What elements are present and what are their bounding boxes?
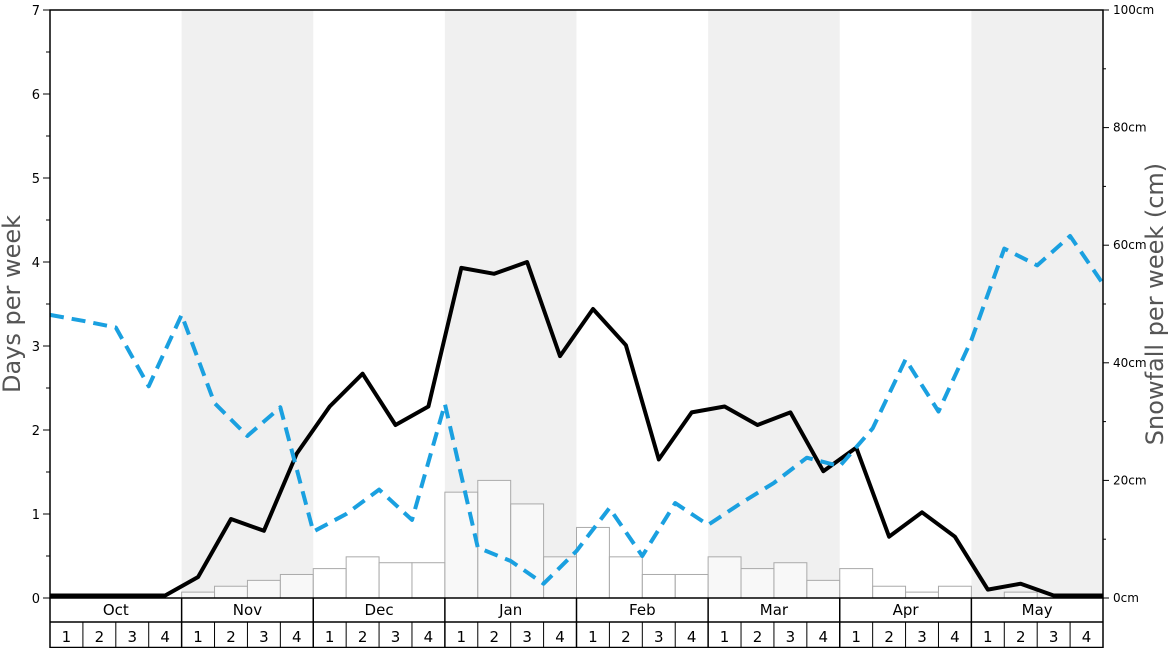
snowfall-bars — [181, 479, 1038, 599]
week-label: 3 — [917, 628, 927, 646]
snowfall-bar — [773, 562, 808, 599]
month-shading — [181, 10, 1103, 598]
snowfall-bar — [378, 562, 413, 599]
snowfall-bar — [839, 568, 874, 599]
month-week-axis: Oct 1 2 3 4 Nov 1 2 3 4 Dec 1 2 3 4 Jan 1 2 3 4 Feb 1 2 3 4 Mar 1 2… — [49, 598, 1104, 648]
month-label-oct: Oct — [103, 601, 129, 619]
snow-days-line — [50, 260, 1103, 598]
snowfall-bar — [1003, 591, 1038, 599]
week-label: 1 — [457, 628, 467, 646]
week-label: 2 — [1016, 628, 1026, 646]
right-tick-label: 100cm — [1113, 3, 1154, 17]
week-label: 2 — [95, 628, 105, 646]
week-label: 2 — [621, 628, 631, 646]
week-label: 2 — [489, 628, 499, 646]
snowfall-bar — [312, 568, 347, 599]
snowfall-bar — [477, 479, 512, 599]
left-tick-label: 5 — [32, 172, 40, 187]
snowfall-bar — [872, 585, 907, 599]
snowfall-bar — [444, 491, 479, 599]
snowfall-bar — [608, 556, 643, 599]
snowfall-bar — [905, 591, 939, 599]
left-tick-label: 2 — [32, 424, 40, 439]
week-label: 2 — [884, 628, 894, 646]
month-label-nov: Nov — [233, 601, 262, 619]
left-tick-label: 1 — [32, 508, 40, 523]
week-label: 3 — [654, 628, 664, 646]
line-series — [49, 234, 1105, 598]
week-label: 1 — [193, 628, 203, 646]
snowfall-bar — [937, 585, 972, 599]
week-label: 2 — [753, 628, 763, 646]
snowfall-bar — [411, 562, 446, 599]
month-label-mar: Mar — [760, 601, 789, 619]
week-label: 3 — [522, 628, 532, 646]
month-shade-may — [971, 10, 1103, 598]
month-label-apr: Apr — [893, 601, 920, 619]
right-axis-title: Snowfall per week (cm) — [1141, 163, 1168, 445]
week-label: 4 — [555, 628, 565, 646]
week-label: 3 — [786, 628, 796, 646]
left-tick-label: 4 — [32, 256, 40, 271]
week-label: 4 — [950, 628, 960, 646]
snowfall-bar — [740, 568, 775, 599]
left-tick-label: 3 — [32, 340, 40, 355]
left-tick-label: 7 — [32, 4, 40, 19]
week-label: 4 — [292, 628, 302, 646]
snowfall-bar — [345, 556, 380, 599]
month-shade-mar — [708, 10, 840, 598]
snowfall-bar — [674, 573, 709, 599]
week-label: 3 — [391, 628, 401, 646]
month-shade-nov — [181, 10, 314, 598]
week-label: 3 — [1049, 628, 1059, 646]
snowfall-bar — [181, 591, 216, 599]
snowfall-bar — [641, 573, 676, 599]
week-label: 1 — [62, 628, 72, 646]
week-label: 1 — [588, 628, 598, 646]
week-label: 4 — [687, 628, 697, 646]
week-label: 3 — [259, 628, 269, 646]
month-label-jan: Jan — [498, 601, 522, 619]
right-tick-label: 40cm — [1113, 356, 1147, 370]
week-label: 4 — [1082, 628, 1092, 646]
snowfall-bar — [576, 526, 610, 599]
week-label: 4 — [424, 628, 434, 646]
left-tick-label: 0 — [32, 592, 40, 607]
week-label: 4 — [160, 628, 170, 646]
week-label: 1 — [983, 628, 993, 646]
week-label: 2 — [358, 628, 368, 646]
left-axis-title: Days per week — [0, 215, 26, 393]
right-tick-label: 20cm — [1113, 473, 1147, 487]
snowfall-bar — [707, 556, 742, 599]
month-label-may: May — [1022, 601, 1053, 619]
right-tick-label: 60cm — [1113, 238, 1147, 252]
week-label: 3 — [127, 628, 137, 646]
right-tick-label: 80cm — [1113, 121, 1147, 135]
snowfall-bar — [214, 585, 248, 599]
snowfall-line — [49, 234, 1105, 586]
snowfall-bar — [246, 579, 281, 599]
snowfall-bar — [806, 579, 841, 599]
right-tick-label: 0cm — [1113, 591, 1139, 605]
week-label: 2 — [226, 628, 236, 646]
month-label-feb: Feb — [629, 601, 656, 619]
snowfall-bar — [279, 573, 314, 599]
left-tick-label: 6 — [32, 88, 40, 103]
week-label: 1 — [325, 628, 335, 646]
week-label: 4 — [819, 628, 829, 646]
week-label: 1 — [720, 628, 730, 646]
week-label: 1 — [851, 628, 861, 646]
month-label-dec: Dec — [365, 601, 394, 619]
snowfall-bar — [510, 503, 545, 599]
